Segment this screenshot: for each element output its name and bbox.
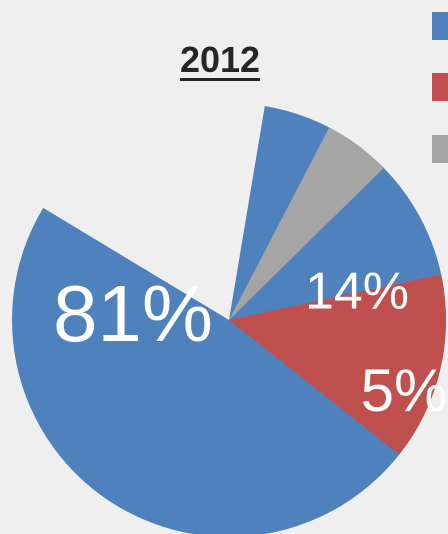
slice-label-14: 14% [305, 263, 409, 321]
legend-swatch-blue [432, 12, 448, 40]
pie-slice-red [229, 274, 446, 455]
slice-label-81: 81% [53, 269, 213, 358]
slice-label-5: 5% [361, 357, 448, 424]
pie-slice-gray [229, 127, 384, 320]
legend-swatch-gray [432, 135, 448, 163]
legend-swatch-red [432, 73, 448, 101]
chart-title: 2012 [179, 39, 261, 80]
